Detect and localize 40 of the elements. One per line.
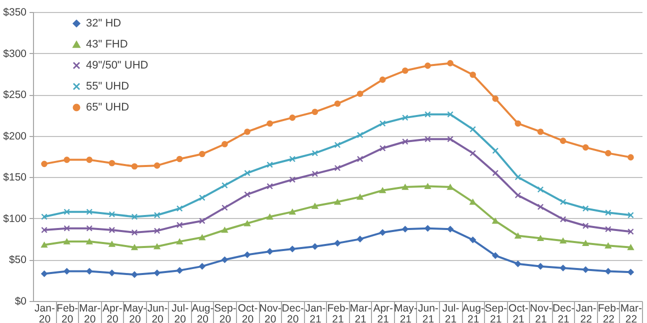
- y-tick-label: $250: [3, 89, 27, 102]
- x-tick-label: May-20: [123, 302, 148, 323]
- x-tick-label: Mar-20: [79, 302, 102, 323]
- x-tick-label: Apr-21: [373, 302, 394, 323]
- x-tick-label: Feb-20: [56, 302, 79, 323]
- x-tick-label: Dec-21: [552, 302, 576, 323]
- x-tick-label: Oct-20: [238, 302, 258, 323]
- x-tick-label: May-21: [394, 302, 418, 323]
- y-tick-label: $100: [3, 212, 27, 225]
- x-tick-label: Oct-21: [508, 302, 529, 323]
- x-tick-label: Mar-21: [350, 302, 372, 323]
- x-tick-label: Nov-21: [530, 302, 553, 323]
- y-tick-label: $150: [3, 172, 27, 184]
- x-tick-label: Sep-21: [484, 302, 508, 323]
- legend-label: 49"/50" UHD: [86, 60, 148, 72]
- x-tick-label: Nov-20: [259, 302, 282, 323]
- legend-label: 65" UHD: [86, 102, 130, 114]
- legend-label: 43" FHD: [86, 38, 128, 50]
- y-tick-label: $200: [3, 130, 27, 142]
- x-tick-label: Jun-20: [147, 302, 168, 323]
- x-tick-label: Mar-22: [620, 302, 643, 323]
- x-tick-label: Apr-20: [102, 302, 123, 323]
- legend-label: 55" UHD: [86, 80, 130, 92]
- x-tick-label: Jan-20: [34, 302, 56, 323]
- x-tick-label: Jan-22: [576, 302, 597, 323]
- y-tick-label: $0: [14, 296, 27, 308]
- x-tick-label: Sep-20: [214, 302, 237, 323]
- x-tick-label: Feb-22: [598, 302, 620, 323]
- x-tick-label: Aug-20: [192, 302, 214, 323]
- x-tick-label: Jul-20: [172, 302, 190, 323]
- y-tick-label: $50: [8, 254, 27, 266]
- y-tick-label: $350: [3, 6, 27, 18]
- y-tick-label: $300: [3, 48, 27, 60]
- legend-label: 32" HD: [86, 18, 122, 30]
- x-tick-label: Jan-21: [305, 302, 326, 323]
- x-tick-label: Jun-21: [418, 302, 439, 323]
- x-tick-label: Jul-21: [442, 302, 460, 323]
- x-tick-label: Feb-21: [327, 302, 350, 323]
- x-tick-label: Aug-21: [462, 302, 485, 323]
- x-tick-label: Dec-20: [282, 302, 304, 323]
